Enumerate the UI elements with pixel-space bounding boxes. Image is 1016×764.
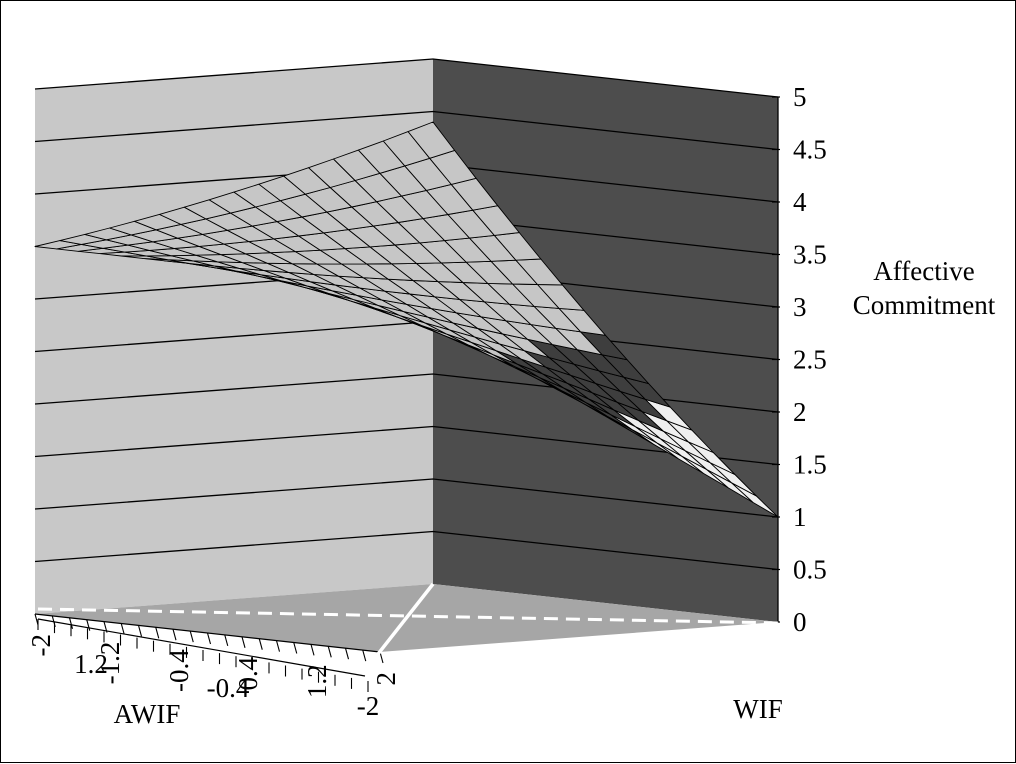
wif-tick-label: 1.2 (302, 664, 332, 698)
wif-tick (137, 625, 143, 637)
wif-tick (327, 646, 332, 658)
wif-tick (310, 644, 315, 656)
z-tick-label: 2 (793, 397, 807, 427)
z-tick-label: 5 (793, 82, 807, 112)
z-axis-label-line2: Commitment (853, 290, 996, 320)
z-tick-label: 4.5 (793, 135, 827, 165)
wif-tick (206, 632, 212, 645)
wall-gridlines (34, 58, 779, 571)
gridline (34, 530, 779, 571)
wif-tick-label: 2 (371, 672, 401, 686)
awif-tick-label: -0.4 (207, 673, 250, 703)
z-tick-label: 3.5 (793, 240, 827, 270)
awif-tick-label: -2 (357, 691, 380, 721)
z-tick-label: 0.5 (793, 555, 827, 585)
wif-tick (120, 623, 125, 635)
wif-tick (362, 649, 367, 662)
z-tick-label: 4 (793, 187, 807, 217)
wif-tick (379, 651, 384, 664)
gridline (34, 478, 779, 518)
wif-tick (68, 617, 74, 629)
z-tick-label: 1.5 (793, 450, 827, 480)
surface-cell (407, 121, 456, 159)
wif-tick (155, 627, 160, 639)
z-tick-label: 0 (793, 607, 807, 637)
wif-tick (293, 642, 298, 654)
wif-tick (241, 636, 246, 648)
wif-axis-label: WIF (733, 694, 783, 724)
response-surface (34, 121, 779, 518)
wif-tick (275, 640, 281, 652)
wif-tick-label: -2 (26, 634, 56, 657)
wif-tick-label: 0.4 (233, 656, 263, 690)
gridline (34, 58, 779, 98)
gridline (34, 110, 779, 151)
wif-tick-label: -1.2 (95, 642, 125, 685)
wif-tick (258, 638, 263, 650)
wif-tick (224, 634, 229, 647)
wif-tick (344, 648, 350, 660)
wif-tick (189, 630, 194, 643)
floor-reference-dashed (37, 607, 782, 625)
gridline (34, 425, 779, 466)
awif-tick-label: 1.2 (74, 649, 108, 679)
z-tick-label: 3 (793, 292, 807, 322)
axes: 00.511.522.533.544.55-2 -1.2 -0.4 0.4 1.2 21.… (26, 82, 827, 721)
awif-axis-line (37, 618, 366, 677)
wif-tick (86, 619, 91, 631)
floor-reference-solid (365, 582, 435, 670)
awif-axis-label: AWIF (114, 699, 181, 729)
z-tick-label: 1 (793, 502, 807, 532)
wif-tick-label: -0.4 (164, 649, 194, 692)
z-tick-label: 2.5 (793, 345, 827, 375)
wif-tick (172, 629, 177, 641)
z-axis-label-line1: Affective (873, 256, 974, 286)
